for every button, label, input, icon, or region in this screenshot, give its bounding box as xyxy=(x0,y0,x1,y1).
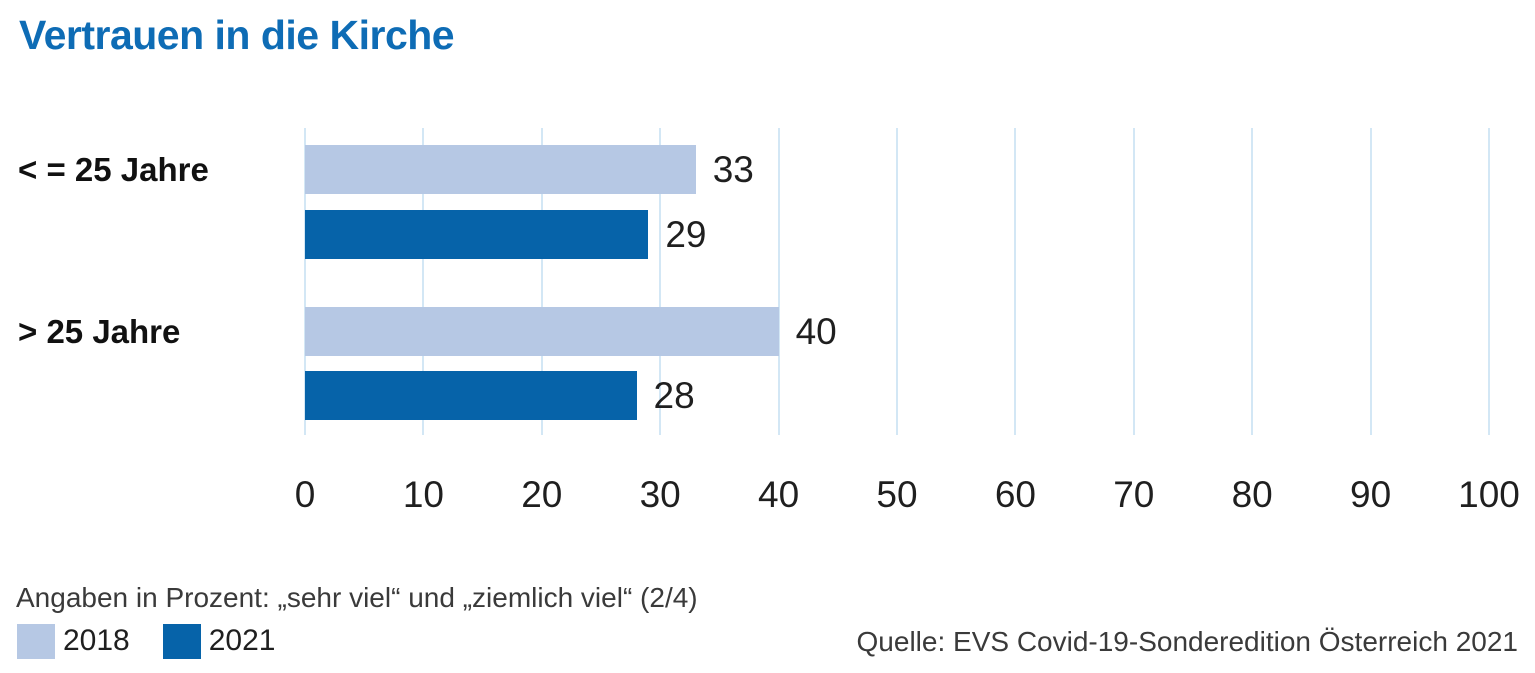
bar-2021-gt25: 28 xyxy=(305,371,695,420)
plot-area: 33 29 40 28 xyxy=(304,128,1490,435)
gridline xyxy=(1251,128,1254,435)
category-label-gt25: > 25 Jahre xyxy=(18,313,181,350)
legend-label-2018: 2018 xyxy=(63,624,130,657)
x-tick-label: 20 xyxy=(521,474,563,515)
gridline xyxy=(659,128,662,435)
value-label: 40 xyxy=(795,311,837,352)
x-tick-label: 70 xyxy=(1113,474,1155,515)
x-tick-label: 10 xyxy=(402,474,444,515)
x-tick-label: 50 xyxy=(876,474,918,515)
x-tick-label: 30 xyxy=(639,474,681,515)
x-tick-label: 40 xyxy=(758,474,800,515)
category-label-le25: < = 25 Jahre xyxy=(18,151,209,188)
x-tick-label: 100 xyxy=(1458,474,1520,515)
value-label: 33 xyxy=(712,149,754,190)
gridline xyxy=(540,128,543,435)
footnote: Angaben in Prozent: „sehr viel“ und „zie… xyxy=(16,582,698,613)
x-tick-label: 60 xyxy=(994,474,1036,515)
x-tick-label: 80 xyxy=(1231,474,1273,515)
source-credit: Quelle: EVS Covid-19-Sonderedition Öster… xyxy=(856,626,1518,657)
bar-2021-le25: 29 xyxy=(305,210,707,259)
gridline xyxy=(1369,128,1372,435)
value-label: 28 xyxy=(653,375,695,416)
x-tick-label: 90 xyxy=(1350,474,1392,515)
bar-2018-le25: 33 xyxy=(305,145,754,194)
gridline xyxy=(304,128,306,435)
gridline xyxy=(896,128,898,435)
value-label: 29 xyxy=(665,214,707,255)
x-tick-label: 0 xyxy=(294,474,316,515)
gridline xyxy=(1014,128,1017,435)
chart-title: Vertrauen in die Kirche xyxy=(19,12,455,58)
legend: 2018 2021 xyxy=(17,622,309,660)
legend-swatch-2018 xyxy=(17,623,55,659)
bar-2018-gt25: 40 xyxy=(305,307,837,356)
gridline xyxy=(422,128,425,435)
legend-label-2021: 2021 xyxy=(208,624,276,657)
gridline xyxy=(1132,128,1135,435)
gridline xyxy=(777,128,780,435)
gridline xyxy=(1488,128,1490,435)
legend-swatch-2021 xyxy=(162,623,201,659)
x-axis-tick-labels: 0 10 20 30 40 50 60 70 80 90 100 xyxy=(295,474,1520,522)
